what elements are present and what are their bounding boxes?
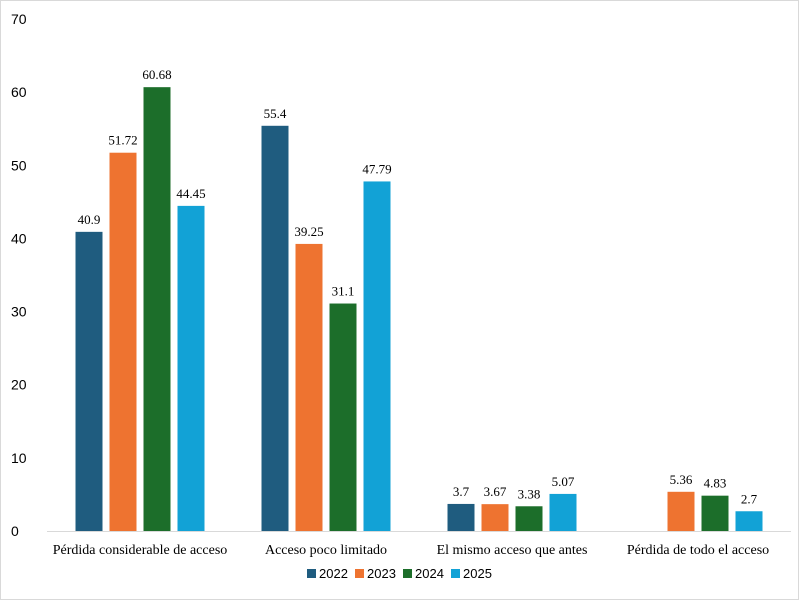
- data-label-2022: 55.4: [264, 106, 287, 121]
- legend-item-2023: 2023: [355, 566, 396, 581]
- legend-swatch: [403, 569, 412, 578]
- legend-label: 2022: [319, 566, 348, 581]
- legend-item-2025: 2025: [451, 566, 492, 581]
- bars-group: [75, 87, 763, 532]
- legend-label: 2024: [415, 566, 444, 581]
- category-labels-group: Pérdida considerable de acceso Acceso poc…: [53, 543, 769, 558]
- category-label: Acceso poco limitado: [265, 543, 387, 558]
- bar-2024: [329, 303, 357, 531]
- bar-2022: [261, 125, 289, 531]
- bar-2024: [143, 87, 171, 532]
- legend-label: 2025: [463, 566, 492, 581]
- y-tick-label: 50: [11, 157, 27, 173]
- data-label-2025: 47.79: [362, 161, 391, 176]
- bar-2024: [515, 506, 543, 531]
- data-label-2023: 51.72: [108, 133, 137, 148]
- data-label-2023: 3.67: [484, 484, 507, 499]
- bar-2025: [735, 511, 763, 531]
- bar-2022: [75, 231, 103, 532]
- legend-item-2024: 2024: [403, 566, 444, 581]
- bar-2024: [701, 495, 729, 531]
- data-label-2022: 40.9: [78, 212, 101, 227]
- data-labels-group: 40.9 51.72 60.68 44.45 55.4 39.25 31.1 47.79 3.7…: [78, 67, 758, 506]
- y-tick-label: 0: [11, 523, 19, 539]
- y-tick-label: 70: [11, 11, 27, 27]
- bar-2023: [481, 504, 509, 531]
- y-tick-label: 10: [11, 450, 27, 466]
- y-tick-label: 30: [11, 304, 27, 320]
- data-label-2025: 2.7: [741, 491, 758, 506]
- bar-2025: [177, 205, 205, 531]
- category-label: Pérdida de todo el acceso: [627, 543, 769, 558]
- bar-2022: [447, 503, 475, 531]
- data-label-2023: 39.25: [294, 224, 323, 239]
- bar-2023: [295, 243, 323, 531]
- legend-swatch: [355, 569, 364, 578]
- y-tick-label: 40: [11, 230, 27, 246]
- data-label-2025: 5.07: [552, 474, 575, 489]
- legend: 2022 2023 2024 2025: [307, 566, 492, 581]
- y-tick-label: 20: [11, 377, 27, 393]
- category-label: Pérdida considerable de acceso: [53, 543, 228, 558]
- legend-swatch: [451, 569, 460, 578]
- data-label-2024: 60.68: [142, 67, 171, 82]
- data-label-2025: 44.45: [176, 186, 205, 201]
- category-label: El mismo acceso que antes: [437, 543, 588, 558]
- legend-item-2022: 2022: [307, 566, 348, 581]
- y-axis: 0 10 20 30 40 50 60 70: [11, 11, 27, 539]
- bar-2023: [109, 152, 137, 531]
- data-label-2023: 5.36: [670, 472, 693, 487]
- data-label-2024: 31.1: [332, 284, 355, 299]
- bar-2025: [363, 181, 391, 531]
- y-tick-label: 60: [11, 84, 27, 100]
- data-label-2024: 4.83: [704, 476, 727, 491]
- legend-label: 2023: [367, 566, 396, 581]
- bar-2025: [549, 493, 577, 531]
- bar-2023: [667, 491, 695, 531]
- legend-swatch: [307, 569, 316, 578]
- data-label-2022: 3.7: [453, 484, 470, 499]
- data-label-2024: 3.38: [518, 486, 541, 501]
